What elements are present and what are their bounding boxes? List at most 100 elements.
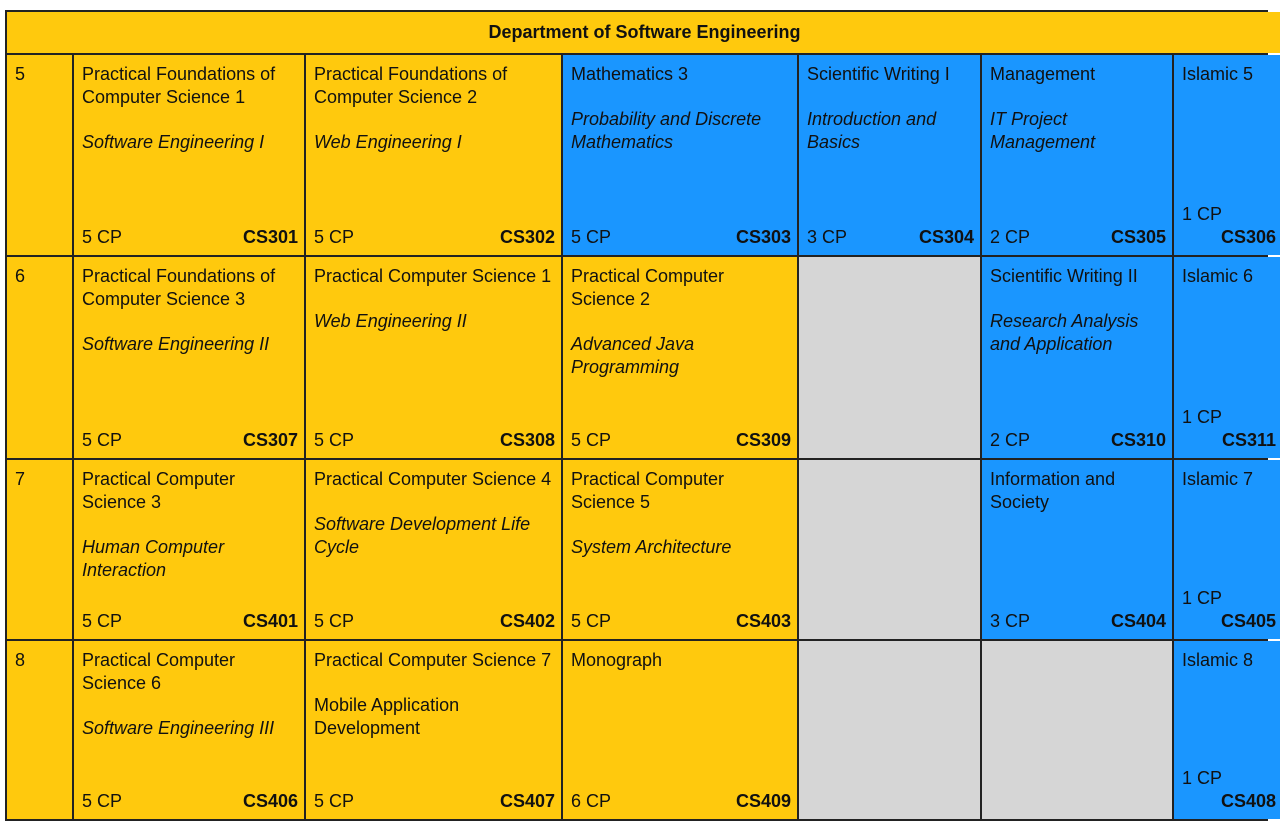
course-code: CS301 xyxy=(242,227,298,247)
course-title: Practical Computer Science 4 xyxy=(314,469,552,489)
course-footer: 5 CP CS402 xyxy=(314,610,555,633)
course-subtitle: Software Engineering II xyxy=(82,334,270,354)
course-cell: Practical Computer Science 2 Advanced Jav… xyxy=(563,257,797,458)
credit-points: 5 CP xyxy=(82,227,123,247)
course-title: Islamic 5 xyxy=(1182,64,1254,84)
course-footer: 5 CP CS403 xyxy=(571,610,791,633)
course-subtitle: IT Project Management xyxy=(990,109,1096,152)
course-title: Practical Computer Science 6 xyxy=(82,650,236,693)
credit-points: 1 CP xyxy=(1182,588,1223,608)
credit-points: 1 CP xyxy=(1182,768,1223,788)
course-subtitle: Human Computer Interaction xyxy=(82,537,225,580)
course-footer: 3 CP CS404 xyxy=(990,610,1166,633)
course-subtitle: System Architecture xyxy=(571,537,732,557)
course-code: CS406 xyxy=(242,791,298,811)
course-title: Scientific Writing I xyxy=(807,64,950,84)
course-footer: 2 CP CS310 xyxy=(990,429,1166,452)
course-code: CS303 xyxy=(735,227,791,247)
course-cell: Practical Foundations of Computer Scienc… xyxy=(74,55,304,255)
course-code: CS409 xyxy=(735,791,791,811)
course-footer: 1 CP CS408 xyxy=(1182,767,1276,813)
course-code: CS403 xyxy=(735,611,791,631)
course-cell: Management IT Project Management 2 CP CS305 xyxy=(982,55,1172,255)
course-footer: 5 CP CS406 xyxy=(82,790,298,813)
course-footer: 1 CP CS311 xyxy=(1182,406,1276,452)
course-cell: Information and Society 3 CP CS404 xyxy=(982,460,1172,639)
course-title: Practical Computer Science 3 xyxy=(82,469,236,512)
course-footer: 6 CP CS409 xyxy=(571,790,791,813)
course-code: CS401 xyxy=(242,611,298,631)
semester-cell: 7 xyxy=(7,460,72,639)
course-subtitle: Web Engineering II xyxy=(314,311,467,331)
credit-points: 5 CP xyxy=(82,430,123,450)
course-footer: 5 CP CS407 xyxy=(314,790,555,813)
empty-cell xyxy=(982,641,1172,819)
semester-cell: 8 xyxy=(7,641,72,819)
course-footer: 1 CP CS306 xyxy=(1182,203,1276,249)
course-title: Management xyxy=(990,64,1096,84)
course-code: CS310 xyxy=(1110,430,1166,450)
credit-points: 5 CP xyxy=(82,611,123,631)
empty-cell xyxy=(799,257,980,458)
course-code: CS402 xyxy=(499,611,555,631)
course-cell: Scientific Writing I Introduction and Bas… xyxy=(799,55,980,255)
semester-cell: 6 xyxy=(7,257,72,458)
course-title: Mathematics 3 xyxy=(571,64,689,84)
course-footer: 5 CP CS303 xyxy=(571,226,791,249)
course-code: CS305 xyxy=(1110,227,1166,247)
course-cell: Practical Computer Science 3 Human Comput… xyxy=(74,460,304,639)
course-title: Practical Foundations of Computer Scienc… xyxy=(82,266,276,309)
course-subtitle: Software Engineering I xyxy=(82,132,265,152)
course-title: Practical Computer Science 5 xyxy=(571,469,725,512)
course-cell: Practical Computer Science 1 Web Engineer… xyxy=(306,257,561,458)
course-footer: 1 CP CS405 xyxy=(1182,587,1276,633)
course-subtitle: Web Engineering I xyxy=(314,132,462,152)
course-cell: Monograph 6 CP CS409 xyxy=(563,641,797,819)
course-title: Practical Computer Science 2 xyxy=(571,266,725,309)
course-code: CS307 xyxy=(242,430,298,450)
course-cell: Islamic 7 1 CP CS405 xyxy=(1174,460,1280,639)
course-footer: 5 CP CS302 xyxy=(314,226,555,249)
credit-points: 5 CP xyxy=(82,791,123,811)
course-footer: 5 CP CS307 xyxy=(82,429,298,452)
course-subtitle: Advanced Java Programming xyxy=(571,334,695,377)
course-subtitle: Mobile Application Development xyxy=(314,695,460,738)
course-title: Islamic 7 xyxy=(1182,469,1254,489)
course-cell: Scientific Writing II Research Analysis a… xyxy=(982,257,1172,458)
table-title: Department of Software Engineering xyxy=(7,12,1280,53)
course-title: Practical Foundations of Computer Scienc… xyxy=(314,64,508,107)
course-title: Monograph xyxy=(571,650,663,670)
course-code: CS304 xyxy=(918,227,974,247)
course-title: Practical Computer Science 1 xyxy=(314,266,552,286)
credit-points: 5 CP xyxy=(314,430,355,450)
course-cell: Islamic 8 1 CP CS408 xyxy=(1174,641,1280,819)
course-code: CS405 xyxy=(1220,611,1276,631)
credit-points: 2 CP xyxy=(990,430,1031,450)
credit-points: 2 CP xyxy=(990,227,1031,247)
course-cell: Islamic 6 1 CP CS311 xyxy=(1174,257,1280,458)
course-cell: Islamic 5 1 CP CS306 xyxy=(1174,55,1280,255)
empty-cell xyxy=(799,641,980,819)
credit-points: 3 CP xyxy=(990,611,1031,631)
course-title: Islamic 6 xyxy=(1182,266,1254,286)
course-subtitle: Software Development Life Cycle xyxy=(314,514,531,557)
credit-points: 1 CP xyxy=(1182,407,1223,427)
semester-cell: 5 xyxy=(7,55,72,255)
course-footer: 5 CP CS309 xyxy=(571,429,791,452)
course-footer: 5 CP CS401 xyxy=(82,610,298,633)
course-code: CS311 xyxy=(1221,430,1276,450)
course-code: CS308 xyxy=(499,430,555,450)
credit-points: 5 CP xyxy=(314,791,355,811)
course-title: Information and Society xyxy=(990,469,1116,512)
course-subtitle: Introduction and Basics xyxy=(807,109,937,152)
course-subtitle: Research Analysis and Application xyxy=(990,311,1139,354)
course-cell: Practical Computer Science 6 Software Eng… xyxy=(74,641,304,819)
course-code: CS404 xyxy=(1110,611,1166,631)
credit-points: 5 CP xyxy=(571,227,612,247)
credit-points: 1 CP xyxy=(1182,204,1223,224)
course-cell: Practical Foundations of Computer Scienc… xyxy=(306,55,561,255)
credit-points: 3 CP xyxy=(807,227,848,247)
course-footer: 5 CP CS308 xyxy=(314,429,555,452)
course-code: CS408 xyxy=(1220,791,1276,811)
course-cell: Practical Computer Science 7 Mobile Appli… xyxy=(306,641,561,819)
